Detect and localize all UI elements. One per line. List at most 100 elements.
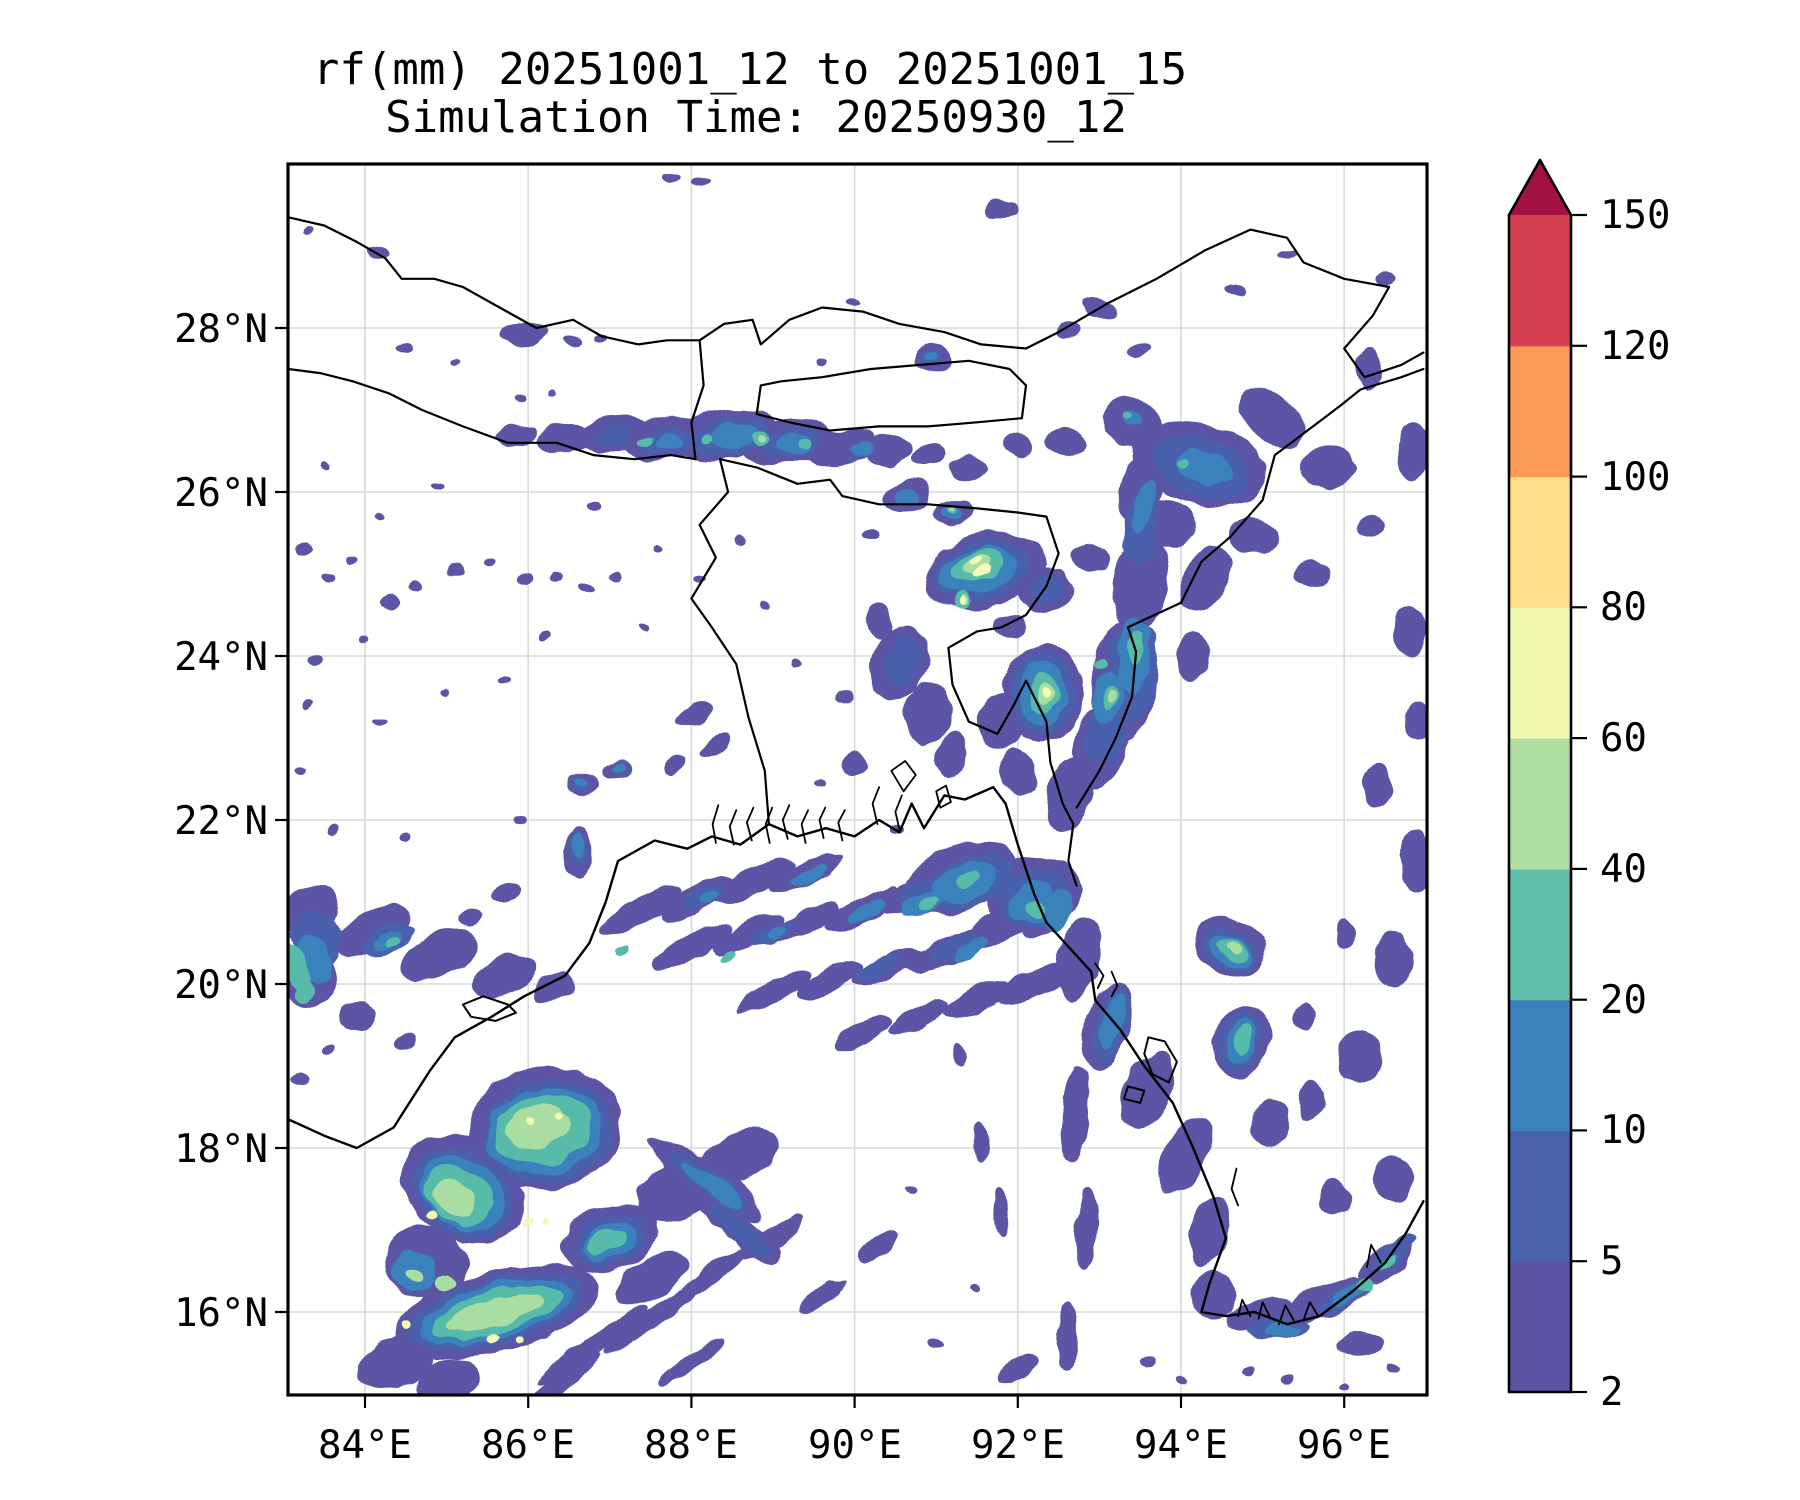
rain-cell bbox=[1130, 631, 1144, 665]
rain-cell bbox=[663, 753, 687, 772]
irrawaddy-arm-path bbox=[1230, 1167, 1239, 1207]
rain-cell bbox=[302, 701, 314, 710]
x-tick-label: 84°E bbox=[318, 1423, 412, 1468]
rain-cell bbox=[653, 545, 665, 554]
rain-cell bbox=[766, 926, 788, 941]
rain-cell bbox=[1353, 514, 1384, 535]
rain-cell bbox=[1221, 284, 1247, 298]
rain-cell bbox=[1178, 631, 1209, 681]
colorbar-outline bbox=[1507, 158, 1573, 1394]
ramree-island-path bbox=[1143, 1036, 1178, 1084]
rain-cell bbox=[471, 953, 536, 998]
rain-cell bbox=[1120, 414, 1131, 423]
rain-cell bbox=[717, 952, 734, 964]
rain-cell bbox=[521, 1217, 532, 1226]
rain-cell bbox=[414, 1360, 479, 1395]
rain-cell bbox=[498, 677, 509, 684]
rain-cell bbox=[1337, 1031, 1384, 1085]
rain-cell bbox=[586, 1227, 626, 1255]
rain-cell bbox=[572, 777, 586, 786]
delta-finger-path bbox=[781, 804, 791, 840]
rain-cell bbox=[294, 766, 306, 775]
rain-cell bbox=[1374, 272, 1396, 286]
rain-cell bbox=[736, 970, 810, 1014]
rain-cell bbox=[1295, 561, 1328, 587]
rain-cell bbox=[493, 883, 523, 905]
rain-cell bbox=[359, 635, 371, 644]
rain-cell bbox=[1054, 324, 1079, 340]
colorbar-tick-label: 120 bbox=[1600, 324, 1670, 369]
y-tick-label: 26°N bbox=[174, 471, 268, 516]
rain-cell bbox=[1356, 348, 1381, 390]
rain-cell bbox=[957, 597, 965, 605]
rain-cell bbox=[1158, 1118, 1212, 1194]
rain-cell bbox=[1381, 1255, 1397, 1267]
rain-cell bbox=[689, 177, 711, 187]
rain-cell bbox=[951, 938, 990, 961]
rain-cell bbox=[995, 964, 1073, 1004]
map-frame bbox=[286, 162, 1429, 1397]
rain-cell bbox=[1132, 481, 1157, 535]
rain-cell bbox=[1299, 446, 1357, 488]
delta-finger-path bbox=[800, 809, 809, 844]
rain-cell bbox=[1278, 249, 1297, 260]
rain-cell bbox=[577, 585, 593, 596]
rain-cell bbox=[515, 1337, 525, 1344]
colorbar-tick-label: 60 bbox=[1600, 716, 1647, 761]
rain-cell bbox=[1334, 920, 1354, 950]
rain-cell bbox=[816, 356, 828, 365]
rain-cell bbox=[886, 636, 922, 684]
y-axis-labels: 16°N 18°N 20°N 22°N 24°N 26°N 28°N bbox=[174, 307, 268, 1336]
rain-cell bbox=[957, 871, 981, 887]
rain-cell bbox=[798, 440, 810, 449]
rain-cell bbox=[974, 566, 990, 577]
chilika-lake-path bbox=[461, 995, 517, 1022]
rain-cell bbox=[400, 832, 412, 841]
rain-cell bbox=[639, 434, 654, 445]
rain-cell bbox=[378, 596, 401, 610]
sittwe-inlet-path bbox=[1110, 970, 1119, 998]
rain-cell bbox=[698, 890, 720, 906]
delta-inlet-path bbox=[1237, 1298, 1252, 1317]
rain-cell bbox=[837, 689, 856, 705]
rain-cell bbox=[295, 543, 312, 556]
rain-cell bbox=[681, 1162, 743, 1208]
rain-cell bbox=[759, 602, 771, 611]
sikkim-border-path bbox=[690, 339, 705, 461]
rain-cell bbox=[448, 1293, 543, 1331]
rain-cell bbox=[321, 573, 335, 584]
rain-cell bbox=[711, 1205, 770, 1255]
rain-cell bbox=[999, 747, 1037, 794]
rain-cell bbox=[613, 1252, 688, 1307]
rain-cell bbox=[1262, 1322, 1304, 1338]
rain-cell bbox=[904, 682, 952, 745]
rain-cell bbox=[1374, 1157, 1412, 1204]
rain-cell bbox=[905, 1184, 919, 1194]
rain-cell bbox=[495, 423, 537, 446]
rain-cell bbox=[325, 823, 339, 834]
colorbar-tick-label: 2 bbox=[1600, 1370, 1623, 1415]
rain-cell bbox=[1072, 543, 1111, 572]
rain-cell bbox=[373, 717, 389, 726]
rain-cell bbox=[1112, 533, 1168, 632]
delta-finger-path bbox=[871, 786, 880, 825]
sittwe-inlet-path bbox=[1094, 962, 1105, 989]
rain-cell bbox=[302, 225, 314, 234]
colorbar-segment bbox=[1509, 1130, 1571, 1262]
rain-cell bbox=[520, 1352, 602, 1395]
rain-cell bbox=[943, 981, 1011, 1020]
rain-cell bbox=[791, 660, 804, 669]
rain-cell bbox=[405, 1268, 422, 1282]
rain-cell bbox=[613, 765, 626, 774]
rain-cell bbox=[889, 999, 950, 1034]
rain-cell bbox=[447, 564, 463, 575]
rain-cell bbox=[1174, 1373, 1188, 1382]
delta-finger-path bbox=[837, 809, 846, 842]
rain-cell bbox=[681, 1246, 750, 1296]
rain-cell bbox=[309, 655, 323, 666]
rain-cell bbox=[1399, 829, 1427, 893]
rain-cell bbox=[539, 1306, 648, 1384]
rain-cell bbox=[1355, 1279, 1374, 1293]
rain-cell bbox=[550, 569, 564, 579]
